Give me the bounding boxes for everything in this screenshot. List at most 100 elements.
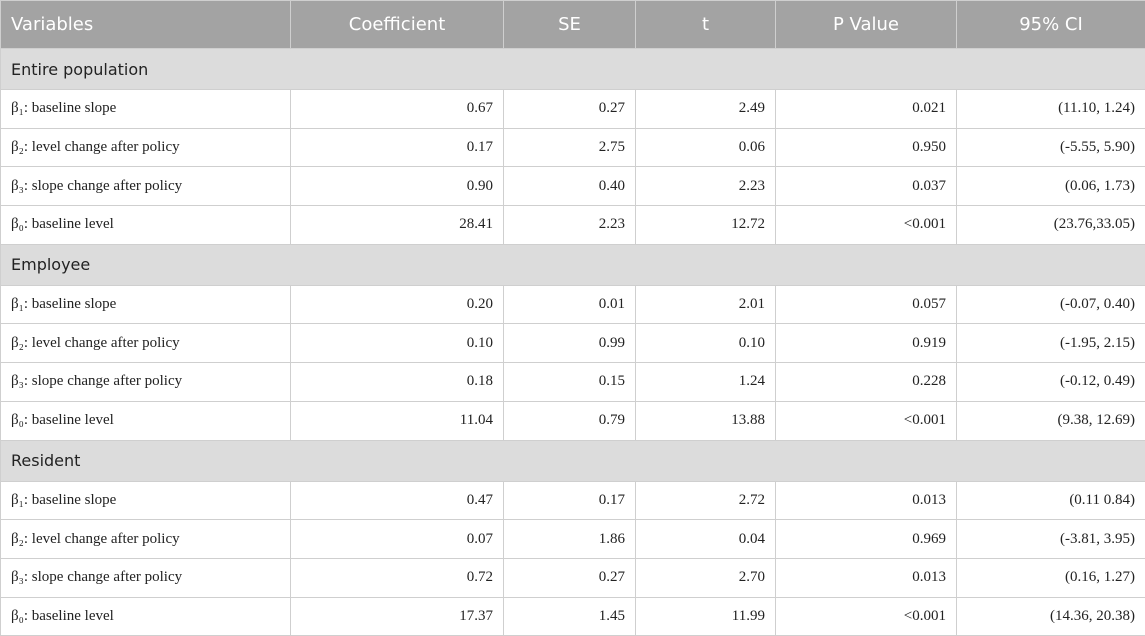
value-cell: 0.01 — [504, 285, 636, 324]
value-cell: (0.16, 1.27) — [957, 558, 1145, 597]
value-cell: 0.27 — [504, 558, 636, 597]
value-cell: 0.10 — [636, 324, 776, 363]
value-cell: 0.17 — [504, 481, 636, 520]
value-cell: (-0.12, 0.49) — [957, 363, 1145, 402]
column-header: t — [636, 1, 776, 49]
value-cell: 0.07 — [291, 520, 504, 559]
value-cell: (23.76,33.05) — [957, 206, 1145, 245]
value-cell: 0.99 — [504, 324, 636, 363]
column-header: 95% CI — [957, 1, 1145, 49]
value-cell: 0.10 — [291, 324, 504, 363]
value-cell: 2.23 — [636, 167, 776, 206]
value-cell: 0.90 — [291, 167, 504, 206]
value-cell: 0.20 — [291, 285, 504, 324]
section-row: Entire population — [1, 49, 1145, 90]
value-cell: 0.037 — [776, 167, 957, 206]
value-cell: (-0.07, 0.40) — [957, 285, 1145, 324]
value-cell: 0.18 — [291, 363, 504, 402]
value-cell: 0.06 — [636, 128, 776, 167]
variable-cell: β₁: baseline slope — [1, 481, 291, 520]
value-cell: 0.15 — [504, 363, 636, 402]
column-header: Variables — [1, 1, 291, 49]
variable-cell: β₁: baseline slope — [1, 90, 291, 129]
value-cell: <0.001 — [776, 401, 957, 440]
value-cell: 2.23 — [504, 206, 636, 245]
value-cell: 1.45 — [504, 597, 636, 636]
value-cell: (-5.55, 5.90) — [957, 128, 1145, 167]
value-cell: 12.72 — [636, 206, 776, 245]
column-header: Coefficient — [291, 1, 504, 49]
section-label: Employee — [1, 244, 1145, 285]
value-cell: <0.001 — [776, 206, 957, 245]
value-cell: 0.47 — [291, 481, 504, 520]
variable-cell: β₃: slope change after policy — [1, 167, 291, 206]
value-cell: 2.72 — [636, 481, 776, 520]
variable-cell: β₂: level change after policy — [1, 128, 291, 167]
value-cell: 13.88 — [636, 401, 776, 440]
section-row: Employee — [1, 244, 1145, 285]
variable-cell: β₂: level change after policy — [1, 520, 291, 559]
variable-cell: β₀: baseline level — [1, 206, 291, 245]
value-cell: <0.001 — [776, 597, 957, 636]
variable-cell: β₁: baseline slope — [1, 285, 291, 324]
value-cell: 0.969 — [776, 520, 957, 559]
value-cell: (14.36, 20.38) — [957, 597, 1145, 636]
variable-cell: β₀: baseline level — [1, 597, 291, 636]
value-cell: (0.11 0.84) — [957, 481, 1145, 520]
value-cell: 0.919 — [776, 324, 957, 363]
column-header: SE — [504, 1, 636, 49]
value-cell: 1.86 — [504, 520, 636, 559]
variable-cell: β₃: slope change after policy — [1, 363, 291, 402]
value-cell: 0.40 — [504, 167, 636, 206]
value-cell: 0.057 — [776, 285, 957, 324]
value-cell: 11.99 — [636, 597, 776, 636]
value-cell: (-1.95, 2.15) — [957, 324, 1145, 363]
value-cell: 0.228 — [776, 363, 957, 402]
value-cell: 28.41 — [291, 206, 504, 245]
value-cell: 0.17 — [291, 128, 504, 167]
value-cell: (0.06, 1.73) — [957, 167, 1145, 206]
value-cell: (11.10, 1.24) — [957, 90, 1145, 129]
value-cell: (9.38, 12.69) — [957, 401, 1145, 440]
section-row: Resident — [1, 440, 1145, 481]
value-cell: 0.950 — [776, 128, 957, 167]
variable-cell: β₂: level change after policy — [1, 324, 291, 363]
value-cell: 1.24 — [636, 363, 776, 402]
section-label: Resident — [1, 440, 1145, 481]
variable-cell: β₃: slope change after policy — [1, 558, 291, 597]
value-cell: 0.67 — [291, 90, 504, 129]
value-cell: 0.04 — [636, 520, 776, 559]
value-cell: 11.04 — [291, 401, 504, 440]
value-cell: 0.021 — [776, 90, 957, 129]
value-cell: 0.72 — [291, 558, 504, 597]
column-header: P Value — [776, 1, 957, 49]
value-cell: 0.79 — [504, 401, 636, 440]
value-cell: 2.70 — [636, 558, 776, 597]
value-cell: 0.013 — [776, 558, 957, 597]
value-cell: 0.013 — [776, 481, 957, 520]
value-cell: 2.75 — [504, 128, 636, 167]
value-cell: 17.37 — [291, 597, 504, 636]
value-cell: (-3.81, 3.95) — [957, 520, 1145, 559]
value-cell: 2.01 — [636, 285, 776, 324]
value-cell: 0.27 — [504, 90, 636, 129]
value-cell: 2.49 — [636, 90, 776, 129]
